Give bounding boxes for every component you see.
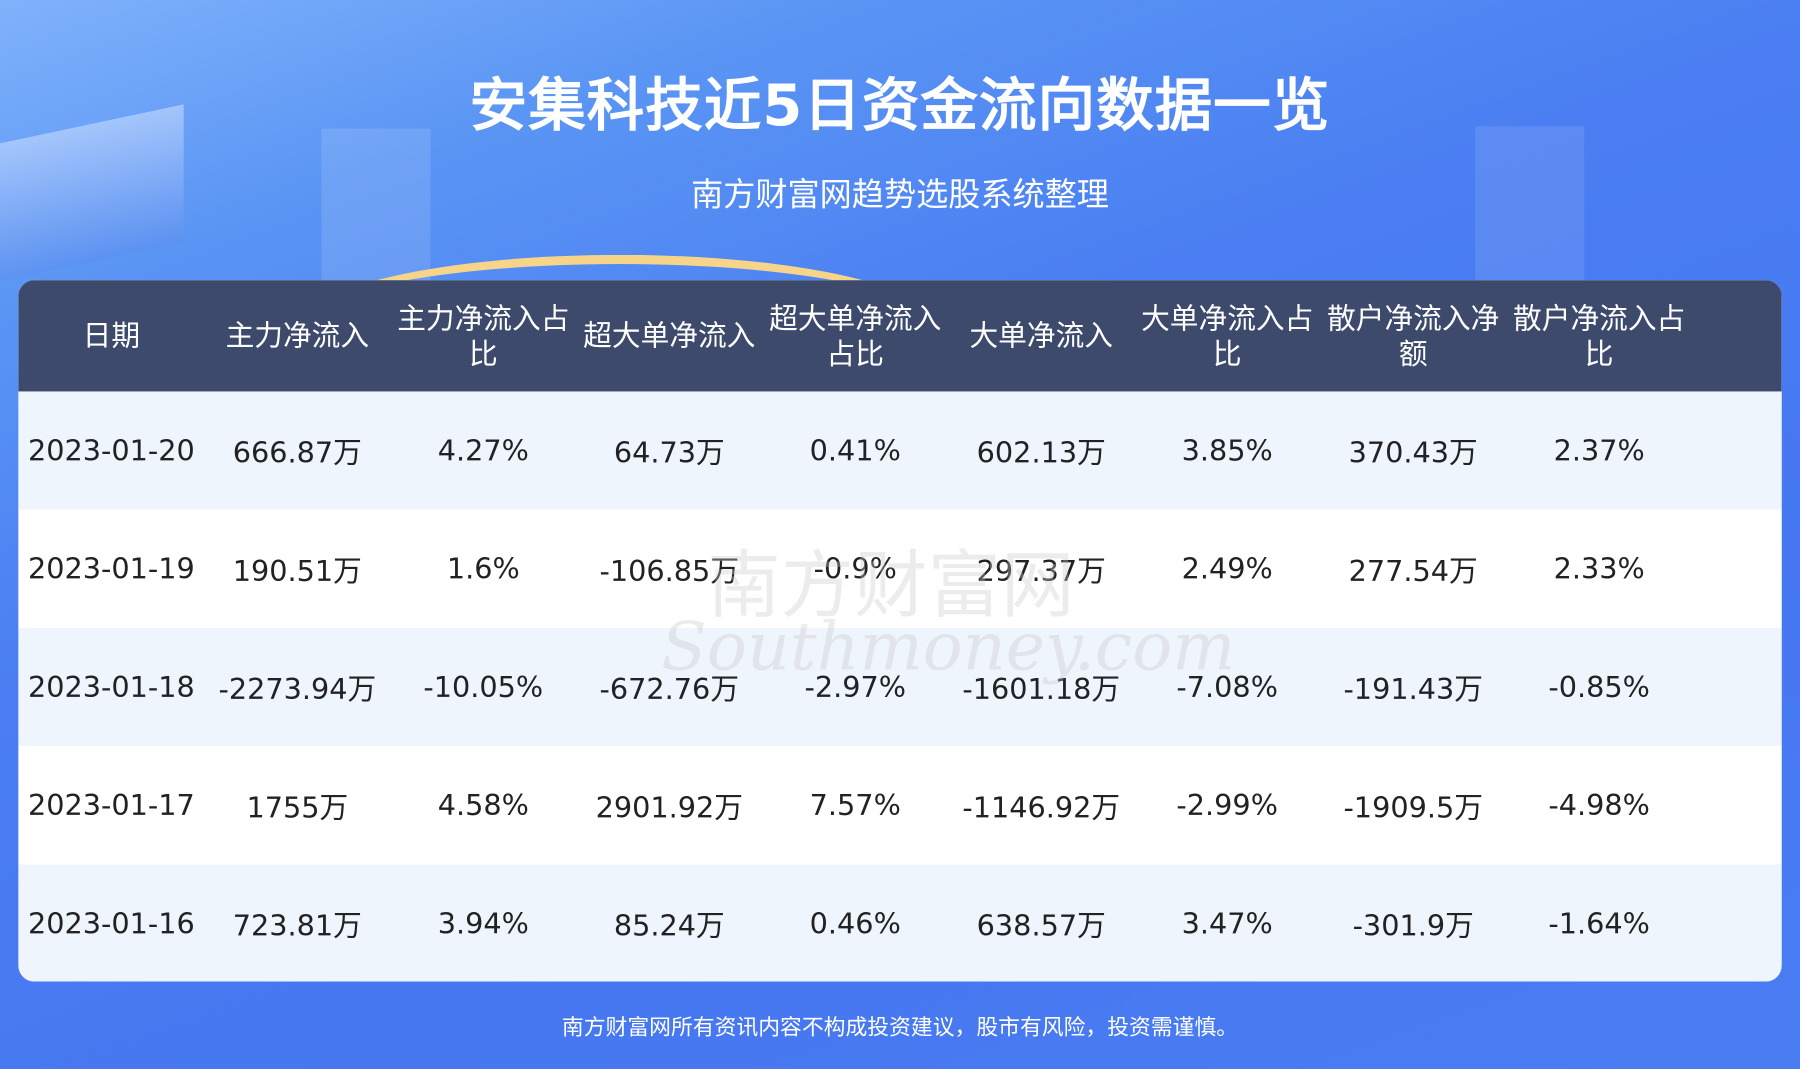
column-header: 日期 [82, 319, 141, 353]
value-cell: 2.49% [1181, 552, 1273, 586]
value-cell: -1146.92万 [962, 790, 1121, 824]
column-header: 大单净流入 [969, 319, 1113, 353]
table-row: 2023-01-18 -2273.94万 -10.05% -672.76万 -2.97%… [18, 627, 1782, 747]
value-cell: -0.85% [1548, 670, 1650, 704]
value-cell: 85.24万 [613, 908, 725, 942]
value-cell: 297.37万 [976, 553, 1106, 588]
value-cell: 3.94% [437, 906, 529, 941]
value-cell: 277.54万 [1348, 553, 1478, 588]
decor-arc [298, 254, 942, 402]
value-cell: 2.37% [1553, 433, 1645, 468]
value-cell: 2901.92万 [595, 790, 743, 824]
page-title: 安集科技近5日资金流向数据一览 [469, 72, 1331, 139]
value-cell: 64.73万 [613, 435, 725, 469]
date-cell: 2023-01-18 [27, 670, 195, 704]
value-cell: 3.85% [1181, 433, 1273, 468]
table-row: 2023-01-16 723.81万 3.94% 85.24万 0.46% 638.57万… [18, 864, 1782, 982]
value-cell: -106.85万 [599, 553, 740, 588]
column-header: 超大单净流入占比 [769, 301, 942, 371]
value-cell: 1.6% [446, 552, 520, 586]
table-row: 2023-01-17 1755万 4.58% 2901.92万 7.57% -1146.9… [18, 746, 1782, 865]
column-header: 散户净流入占比 [1513, 301, 1686, 371]
value-cell: -672.76万 [599, 672, 740, 706]
value-cell: 638.57万 [976, 908, 1106, 942]
value-cell: -2.99% [1176, 788, 1278, 822]
value-cell: 723.81万 [232, 908, 362, 942]
date-cell: 2023-01-19 [27, 552, 195, 586]
value-cell: 2.33% [1553, 552, 1645, 586]
decor-bar [321, 128, 431, 290]
value-cell: 4.58% [437, 788, 529, 822]
date-cell: 2023-01-16 [27, 906, 195, 941]
date-cell: 2023-01-17 [27, 788, 195, 822]
value-cell: -1.64% [1548, 906, 1650, 941]
value-cell: 602.13万 [976, 435, 1106, 469]
value-cell: 7.57% [809, 788, 901, 822]
value-cell: -10.05% [423, 670, 544, 704]
table-row: 2023-01-19 190.51万 1.6% -106.85万 -0.9% 297.37… [18, 509, 1782, 628]
date-cell: 2023-01-20 [27, 433, 195, 468]
decor-arc [1320, 0, 1800, 312]
value-cell: 370.43万 [1348, 435, 1478, 469]
table-body: 2023-01-20 666.87万 4.27% 64.73万 0.41% 602.13万… [18, 391, 1782, 982]
table-header: 日期 主力净流入 主力净流入占比 超大单净流入 超大单净流入占比 大单净流入 大… [18, 280, 1782, 392]
value-cell: 3.47% [1181, 906, 1273, 941]
value-cell: -1601.18万 [962, 672, 1121, 706]
value-cell: 1755万 [246, 790, 349, 824]
disclaimer: 南方财富网所有资讯内容不构成投资建议，股市有风险，投资需谨慎。 [561, 1014, 1239, 1041]
value-cell: -4.98% [1548, 788, 1650, 822]
column-header: 大单净流入占比 [1141, 301, 1314, 371]
fund-flow-table: 日期 主力净流入 主力净流入占比 超大单净流入 超大单净流入占比 大单净流入 大… [18, 280, 1782, 982]
value-cell: 666.87万 [232, 435, 362, 469]
value-cell: -191.43万 [1343, 672, 1483, 706]
value-cell: -2273.94万 [218, 672, 377, 706]
value-cell: -0.9% [813, 552, 897, 586]
value-cell: 0.41% [809, 433, 901, 468]
column-header: 散户净流入净额 [1327, 301, 1500, 371]
value-cell: 190.51万 [232, 553, 362, 588]
column-header: 主力净流入占比 [397, 301, 570, 371]
value-cell: -301.9万 [1352, 908, 1474, 942]
value-cell: -7.08% [1176, 670, 1278, 704]
column-header: 超大单净流入 [583, 319, 756, 353]
value-cell: 4.27% [437, 433, 529, 468]
table-row: 2023-01-20 666.87万 4.27% 64.73万 0.41% 602.13万… [18, 391, 1782, 510]
value-cell: -2.97% [804, 670, 907, 704]
column-header: 主力净流入 [225, 319, 370, 353]
value-cell: 0.46% [809, 906, 901, 941]
value-cell: -1909.5万 [1343, 790, 1483, 824]
page-subtitle: 南方财富网趋势选股系统整理 [691, 175, 1109, 214]
